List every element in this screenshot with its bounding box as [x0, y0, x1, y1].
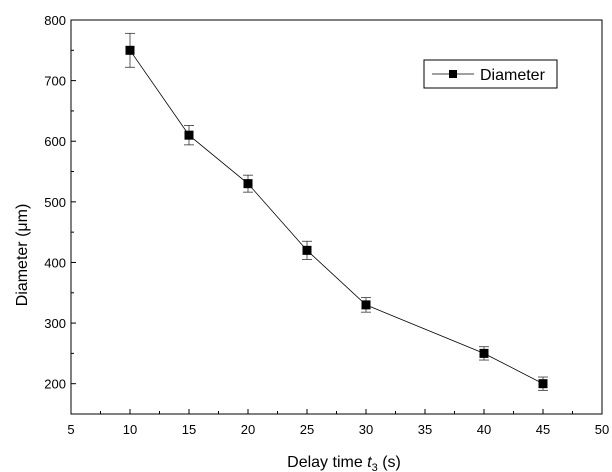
- data-point: [479, 348, 489, 358]
- y-axis-title: Diameter (μm): [14, 204, 31, 307]
- data-point: [184, 130, 194, 140]
- y-tick-label: 500: [44, 195, 66, 210]
- x-tick-label: 20: [241, 422, 255, 437]
- data-point: [361, 300, 371, 310]
- x-tick-label: 15: [182, 422, 196, 437]
- x-tick-label: 5: [67, 422, 74, 437]
- data-point: [243, 179, 253, 189]
- y-tick-label: 200: [44, 377, 66, 392]
- x-axis: 5 10 15 20 25 30 35 40 45 50: [67, 409, 609, 437]
- x-tick-label: 40: [477, 422, 491, 437]
- y-tick-label: 400: [44, 255, 66, 270]
- x-tick-label: 10: [123, 422, 137, 437]
- x-tick-label: 50: [595, 422, 609, 437]
- series-diameter: [125, 32, 548, 391]
- x-tick-label: 25: [300, 422, 314, 437]
- x-tick-label: 45: [536, 422, 550, 437]
- y-tick-label: 600: [44, 134, 66, 149]
- y-tick-label: 300: [44, 316, 66, 331]
- legend-marker: [449, 70, 457, 78]
- data-point: [125, 45, 135, 55]
- series-line: [129, 50, 544, 385]
- x-tick-label: 30: [359, 422, 373, 437]
- y-axis: 200 300 400 500 600 700 800: [44, 13, 76, 415]
- y-tick-label: 700: [44, 74, 66, 89]
- legend: Diameter: [423, 59, 558, 89]
- data-point: [538, 379, 548, 389]
- y-tick-label: 800: [44, 13, 66, 28]
- data-point: [302, 245, 312, 255]
- x-tick-label: 35: [418, 422, 432, 437]
- legend-label: Diameter: [480, 67, 546, 84]
- x-axis-title: Delay time t3 (s): [287, 454, 401, 472]
